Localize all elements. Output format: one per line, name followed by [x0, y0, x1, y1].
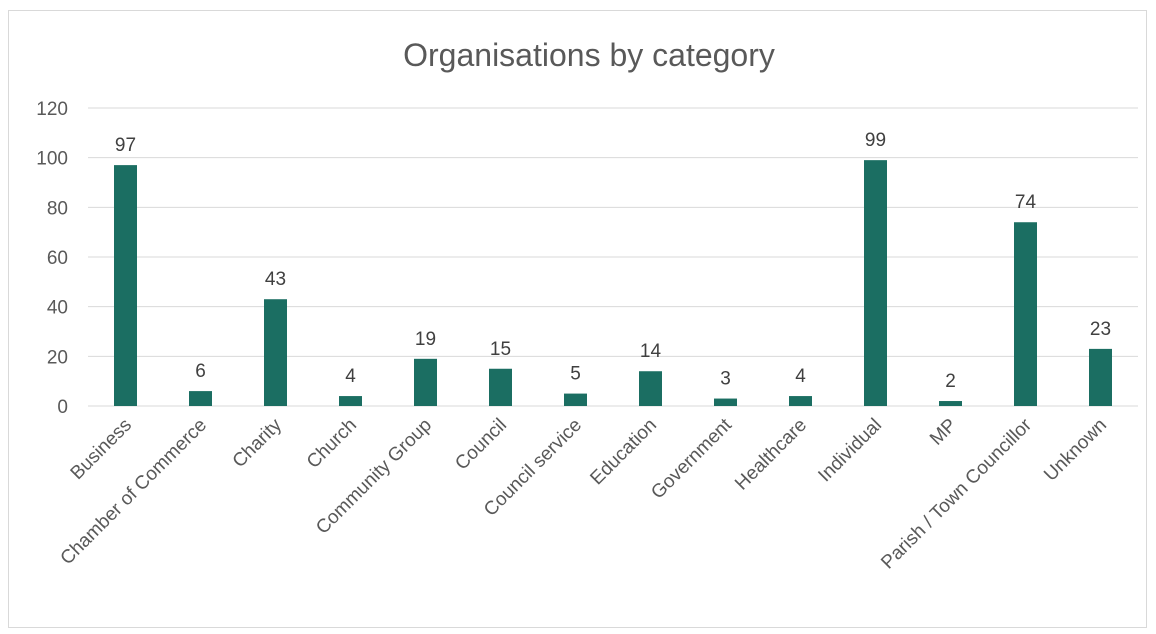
- bar: [489, 368, 512, 406]
- chart-area: [8, 10, 1147, 628]
- data-label: 14: [640, 341, 662, 362]
- data-label: 43: [265, 269, 286, 290]
- y-axis-tick-labels: 0 20 40 60 80 100 120: [36, 99, 68, 418]
- data-label: 74: [1015, 192, 1037, 213]
- bar: [939, 401, 962, 406]
- x-tick-label: Chamber of Commerce: [57, 415, 211, 569]
- bar: [564, 393, 587, 406]
- x-tick-label: Individual: [814, 415, 886, 487]
- bar: [414, 358, 437, 406]
- x-tick-label: Church: [303, 415, 361, 473]
- y-tick-label: 60: [47, 248, 68, 269]
- x-tick-label: Council: [451, 415, 511, 475]
- x-tick-label: Education: [586, 415, 661, 490]
- bar: [789, 396, 812, 406]
- x-tick-label: Healthcare: [731, 415, 811, 495]
- gridlines: [88, 107, 1138, 407]
- data-label: 2: [945, 371, 956, 392]
- data-label: 15: [490, 339, 511, 360]
- bar: [114, 165, 137, 406]
- bars: [114, 160, 1112, 406]
- data-label: 99: [865, 130, 886, 151]
- data-label: 97: [115, 135, 136, 156]
- y-tick-label: 100: [36, 149, 68, 170]
- x-tick-label: MP: [926, 415, 961, 450]
- bar: [639, 371, 662, 406]
- y-tick-label: 80: [47, 198, 68, 219]
- bar: [189, 391, 212, 406]
- x-tick-label: Parish / Town Councillor: [877, 414, 1036, 573]
- bar: [1014, 222, 1037, 406]
- bar: [264, 299, 287, 406]
- data-label: 4: [795, 366, 806, 387]
- x-tick-label: Charity: [229, 414, 287, 472]
- bar: [339, 396, 362, 406]
- data-label: 4: [345, 366, 356, 387]
- data-label: 23: [1090, 319, 1111, 340]
- y-tick-label: 20: [47, 347, 68, 368]
- data-labels: 97 6 43 4 19 15 5 14 3 4 99 2 74 23: [115, 130, 1111, 392]
- x-tick-label: Government: [647, 414, 736, 503]
- data-label: 19: [415, 329, 436, 350]
- x-tick-label: Business: [67, 415, 136, 484]
- bar: [1089, 348, 1112, 406]
- x-tick-label: Unknown: [1040, 415, 1111, 486]
- bar: [864, 160, 887, 406]
- data-label: 5: [570, 364, 581, 385]
- y-tick-label: 0: [57, 397, 68, 418]
- y-tick-label: 40: [47, 298, 68, 319]
- bar: [714, 398, 737, 406]
- data-label: 3: [720, 369, 731, 390]
- y-tick-label: 120: [36, 99, 68, 120]
- chart-title: Organisations by category: [403, 37, 775, 73]
- data-label: 6: [195, 361, 206, 382]
